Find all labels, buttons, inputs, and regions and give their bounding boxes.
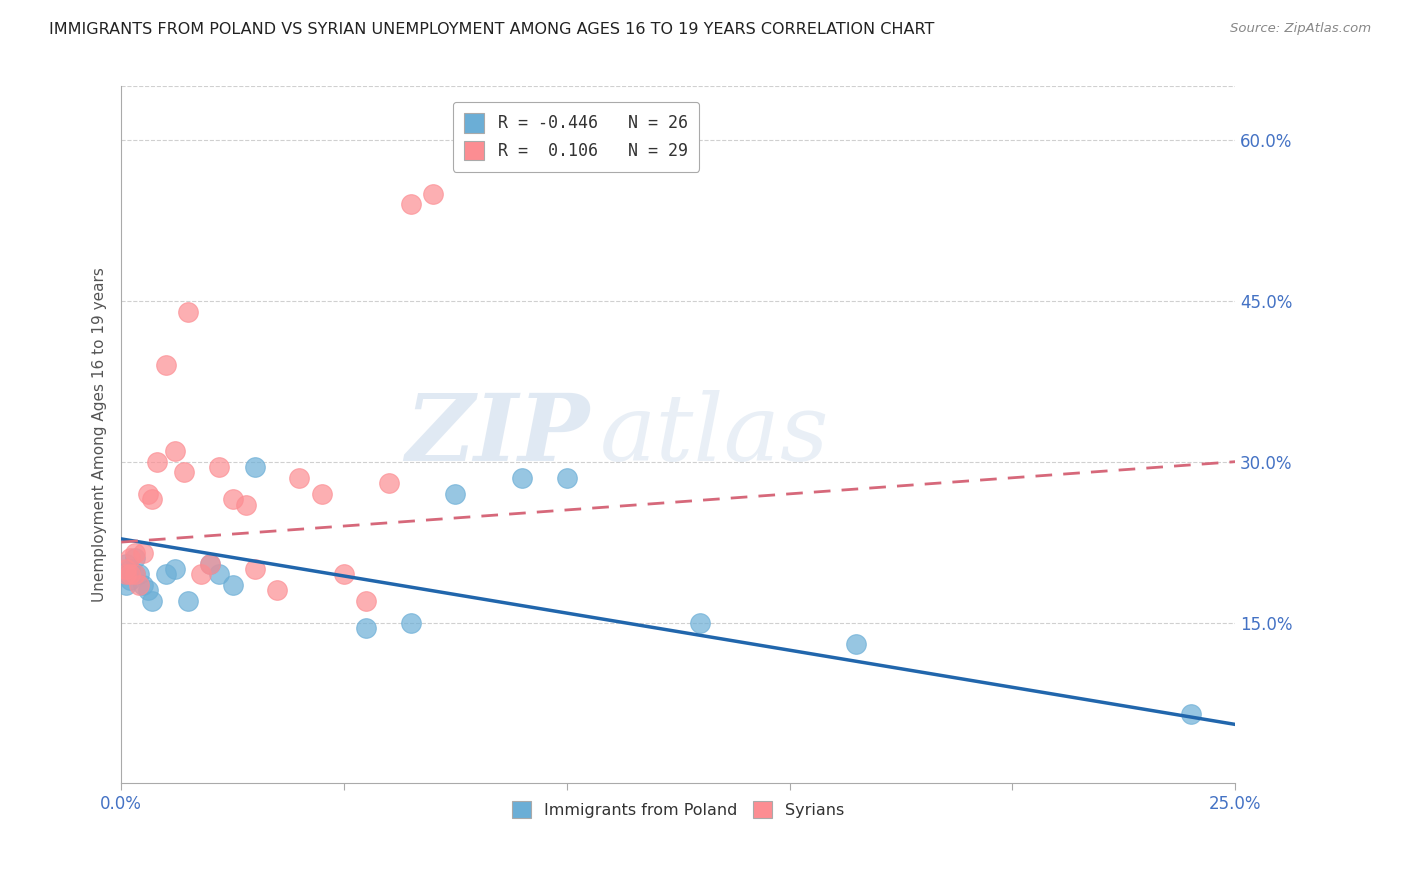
Text: ZIP: ZIP bbox=[405, 390, 589, 480]
Point bbox=[120, 562, 142, 576]
Point bbox=[177, 594, 200, 608]
Point bbox=[146, 455, 169, 469]
Point bbox=[163, 444, 186, 458]
Point bbox=[208, 567, 231, 582]
Point bbox=[114, 578, 136, 592]
Point bbox=[114, 567, 136, 582]
Point bbox=[288, 471, 311, 485]
Point bbox=[1180, 706, 1202, 721]
Point bbox=[120, 551, 142, 566]
Point bbox=[200, 557, 222, 571]
Point bbox=[190, 567, 212, 582]
Point bbox=[399, 615, 422, 630]
Point bbox=[689, 615, 711, 630]
Point bbox=[132, 546, 155, 560]
Point bbox=[141, 594, 163, 608]
Point bbox=[266, 583, 288, 598]
Point bbox=[377, 476, 399, 491]
Text: IMMIGRANTS FROM POLAND VS SYRIAN UNEMPLOYMENT AMONG AGES 16 TO 19 YEARS CORRELAT: IMMIGRANTS FROM POLAND VS SYRIAN UNEMPLO… bbox=[49, 22, 935, 37]
Legend: Immigrants from Poland, Syrians: Immigrants from Poland, Syrians bbox=[506, 795, 851, 824]
Point bbox=[356, 594, 378, 608]
Point bbox=[155, 358, 177, 372]
Point bbox=[221, 578, 243, 592]
Point bbox=[221, 492, 243, 507]
Point bbox=[132, 578, 155, 592]
Y-axis label: Unemployment Among Ages 16 to 19 years: Unemployment Among Ages 16 to 19 years bbox=[93, 268, 107, 602]
Point bbox=[114, 557, 136, 571]
Point bbox=[120, 573, 142, 587]
Point bbox=[243, 562, 266, 576]
Point bbox=[356, 621, 378, 635]
Point bbox=[422, 186, 444, 201]
Point bbox=[120, 567, 142, 582]
Point bbox=[333, 567, 356, 582]
Point bbox=[163, 562, 186, 576]
Point bbox=[114, 567, 136, 582]
Point bbox=[555, 471, 578, 485]
Point bbox=[510, 471, 533, 485]
Point bbox=[128, 578, 150, 592]
Point bbox=[141, 492, 163, 507]
Point bbox=[114, 562, 136, 576]
Text: atlas: atlas bbox=[600, 390, 830, 480]
Point bbox=[155, 567, 177, 582]
Point bbox=[243, 460, 266, 475]
Point bbox=[845, 637, 868, 651]
Point bbox=[208, 460, 231, 475]
Point bbox=[124, 546, 146, 560]
Point bbox=[128, 567, 150, 582]
Point bbox=[311, 487, 333, 501]
Point bbox=[444, 487, 467, 501]
Point bbox=[136, 487, 159, 501]
Point bbox=[200, 557, 222, 571]
Point bbox=[124, 551, 146, 566]
Point bbox=[399, 197, 422, 211]
Point bbox=[124, 567, 146, 582]
Point bbox=[235, 498, 257, 512]
Point bbox=[136, 583, 159, 598]
Point bbox=[173, 466, 195, 480]
Point bbox=[124, 567, 146, 582]
Point bbox=[177, 304, 200, 318]
Text: Source: ZipAtlas.com: Source: ZipAtlas.com bbox=[1230, 22, 1371, 36]
